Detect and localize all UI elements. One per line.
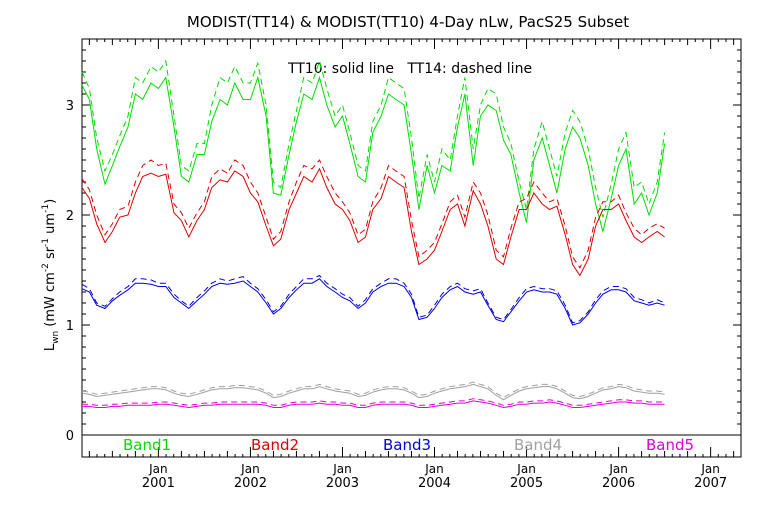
- line-style-annotation: TT10: solid line TT14: dashed line: [287, 61, 532, 77]
- x-tick-label-year: 2001: [142, 476, 175, 491]
- band2-tt14-line: [81, 159, 665, 269]
- x-tick-label-year: 2004: [418, 476, 451, 491]
- x-tick-label-year: 2007: [694, 476, 727, 491]
- x-tick-label-month: Jan: [424, 462, 444, 476]
- y-tick-label: 2: [66, 209, 74, 224]
- y-label-sup-3: -1: [41, 204, 51, 213]
- y-tick-label: 1: [66, 319, 74, 334]
- legend-band1: Band1: [123, 436, 171, 454]
- x-tick-label-year: 2006: [602, 476, 635, 491]
- y-label-units-3: um: [43, 213, 58, 238]
- y-label-close: ): [43, 199, 58, 204]
- x-tick-label-month: Jan: [608, 462, 628, 476]
- band1-tt10-line: [81, 75, 666, 234]
- legend-band2: Band2: [251, 436, 299, 454]
- y-tick-label: 0: [66, 429, 74, 444]
- band3-tt10-line: [81, 278, 665, 326]
- x-tick-label-year: 2005: [510, 476, 543, 491]
- plot-frame: [81, 38, 742, 458]
- band2-tt10-line: [81, 167, 665, 277]
- band3-tt14-line: [81, 274, 665, 324]
- band4-tt10-line: [81, 383, 665, 401]
- y-tick-label: 3: [66, 99, 74, 114]
- chart-title: MODIST(TT14) & MODIST(TT10) 4-Day nLw, P…: [187, 13, 629, 31]
- y-label-units-2: sr: [43, 246, 58, 263]
- x-tick-label-year: 2003: [326, 476, 359, 491]
- svg-text:Lwn (mW cm-2 sr-1 um-1): Lwn (mW cm-2 sr-1 um-1): [41, 199, 61, 351]
- x-tick-label-month: Jan: [516, 462, 536, 476]
- y-label-subscript: wn: [51, 331, 61, 344]
- legend-band4: Band4: [514, 436, 562, 454]
- x-tick-label-month: Jan: [148, 462, 168, 476]
- x-tick-label-year: 2002: [234, 476, 267, 491]
- band1-tt14-line: [81, 59, 666, 218]
- y-label-units-1: (mW cm: [43, 272, 58, 331]
- y-label-symbol: L: [43, 343, 58, 351]
- band5-tt10-line: [82, 400, 665, 409]
- band5-tt14-line: [82, 398, 665, 406]
- y-axis-label: Lwn (mW cm-2 sr-1 um-1): [41, 199, 61, 351]
- plot-area: 0123Jan2001Jan2002Jan2003Jan2004Jan2005J…: [66, 38, 742, 491]
- band4-tt14-line: [81, 381, 665, 399]
- y-label-sup-1: -2: [41, 263, 51, 272]
- x-tick-label-month: Jan: [332, 462, 352, 476]
- x-tick-label-month: Jan: [700, 462, 720, 476]
- legend-band5: Band5: [646, 436, 694, 454]
- legend-band3: Band3: [383, 436, 431, 454]
- y-label-sup-2: -1: [41, 238, 51, 247]
- x-tick-label-month: Jan: [240, 462, 260, 476]
